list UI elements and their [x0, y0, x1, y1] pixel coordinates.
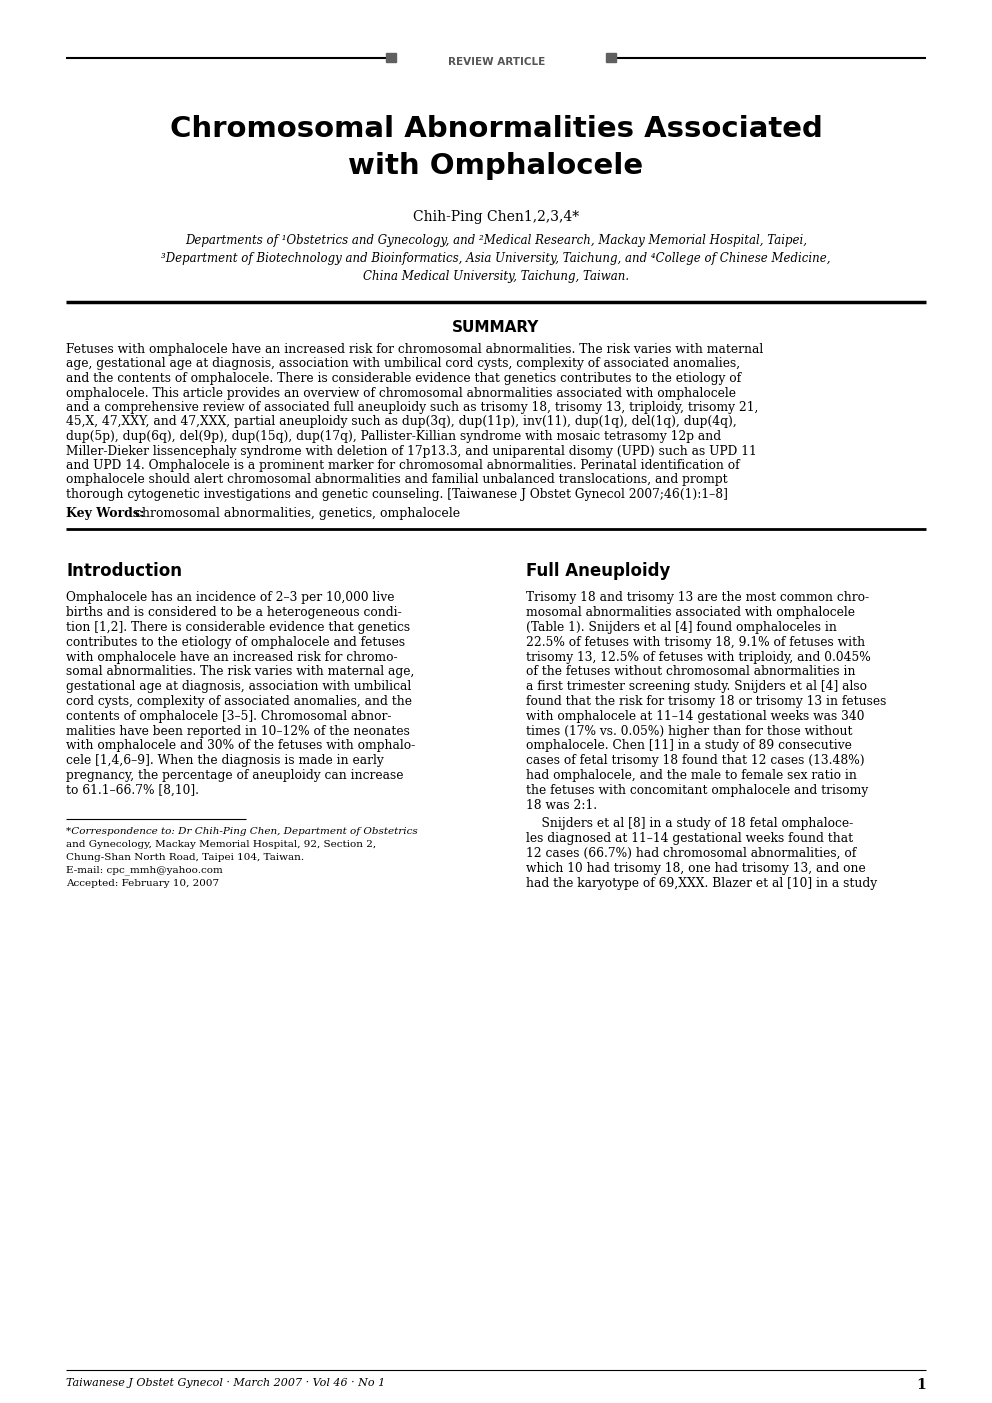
Text: 18 was 2:1.: 18 was 2:1. — [526, 798, 597, 812]
Text: Introduction: Introduction — [66, 561, 182, 579]
Text: malities have been reported in 10–12% of the neonates: malities have been reported in 10–12% of… — [66, 725, 410, 738]
Text: (Table 1). Snijders et al [4] found omphaloceles in: (Table 1). Snijders et al [4] found omph… — [526, 622, 837, 634]
Text: omphalocele. Chen [11] in a study of 89 consecutive: omphalocele. Chen [11] in a study of 89 … — [526, 739, 852, 752]
Text: with omphalocele have an increased risk for chromo-: with omphalocele have an increased risk … — [66, 651, 398, 664]
Text: 1: 1 — [917, 1378, 926, 1392]
Text: of the fetuses without chromosomal abnormalities in: of the fetuses without chromosomal abnor… — [526, 665, 855, 679]
Text: the fetuses with concomitant omphalocele and trisomy: the fetuses with concomitant omphalocele… — [526, 784, 868, 797]
Text: trisomy 13, 12.5% of fetuses with triploidy, and 0.045%: trisomy 13, 12.5% of fetuses with triplo… — [526, 651, 871, 664]
Text: Miller-Dieker lissencephaly syndrome with deletion of 17p13.3, and uniparental d: Miller-Dieker lissencephaly syndrome wit… — [66, 445, 757, 457]
Text: chromosomal abnormalities, genetics, omphalocele: chromosomal abnormalities, genetics, omp… — [131, 506, 460, 519]
Text: dup(5p), dup(6q), del(9p), dup(15q), dup(17q), Pallister-Killian syndrome with m: dup(5p), dup(6q), del(9p), dup(15q), dup… — [66, 429, 721, 443]
Text: les diagnosed at 11–14 gestational weeks found that: les diagnosed at 11–14 gestational weeks… — [526, 832, 853, 845]
Text: with Omphalocele: with Omphalocele — [348, 152, 644, 180]
Text: 22.5% of fetuses with trisomy 18, 9.1% of fetuses with: 22.5% of fetuses with trisomy 18, 9.1% o… — [526, 636, 865, 650]
Text: Trisomy 18 and trisomy 13 are the most common chro-: Trisomy 18 and trisomy 13 are the most c… — [526, 592, 869, 605]
Text: and the contents of omphalocele. There is considerable evidence that genetics co: and the contents of omphalocele. There i… — [66, 372, 741, 384]
Text: with omphalocele at 11–14 gestational weeks was 340: with omphalocele at 11–14 gestational we… — [526, 710, 864, 723]
Text: contributes to the etiology of omphalocele and fetuses: contributes to the etiology of omphaloce… — [66, 636, 405, 650]
Text: and a comprehensive review of associated full aneuploidy such as trisomy 18, tri: and a comprehensive review of associated… — [66, 401, 758, 414]
Text: births and is considered to be a heterogeneous condi-: births and is considered to be a heterog… — [66, 606, 402, 619]
Text: with omphalocele and 30% of the fetuses with omphalo-: with omphalocele and 30% of the fetuses … — [66, 739, 416, 752]
Text: pregnancy, the percentage of aneuploidy can increase: pregnancy, the percentage of aneuploidy … — [66, 769, 404, 781]
Text: REVIEW ARTICLE: REVIEW ARTICLE — [448, 58, 546, 67]
Text: which 10 had trisomy 18, one had trisomy 13, and one: which 10 had trisomy 18, one had trisomy… — [526, 861, 866, 875]
Text: omphalocele should alert chromosomal abnormalities and familial unbalanced trans: omphalocele should alert chromosomal abn… — [66, 473, 727, 487]
Text: omphalocele. This article provides an overview of chromosomal abnormalities asso: omphalocele. This article provides an ov… — [66, 386, 736, 400]
Text: had the karyotype of 69,XXX. Blazer et al [10] in a study: had the karyotype of 69,XXX. Blazer et a… — [526, 877, 877, 890]
Text: gestational age at diagnosis, association with umbilical: gestational age at diagnosis, associatio… — [66, 680, 412, 693]
Text: Chromosomal Abnormalities Associated: Chromosomal Abnormalities Associated — [170, 115, 822, 143]
Text: cases of fetal trisomy 18 found that 12 cases (13.48%): cases of fetal trisomy 18 found that 12 … — [526, 755, 865, 767]
Text: age, gestational age at diagnosis, association with umbilical cord cysts, comple: age, gestational age at diagnosis, assoc… — [66, 358, 740, 370]
Bar — [606, 53, 616, 62]
Text: somal abnormalities. The risk varies with maternal age,: somal abnormalities. The risk varies wit… — [66, 665, 415, 679]
Text: Full Aneuploidy: Full Aneuploidy — [526, 561, 671, 579]
Text: thorough cytogenetic investigations and genetic counseling. [Taiwanese J Obstet : thorough cytogenetic investigations and … — [66, 488, 728, 501]
Text: Omphalocele has an incidence of 2–3 per 10,000 live: Omphalocele has an incidence of 2–3 per … — [66, 592, 395, 605]
Text: China Medical University, Taichung, Taiwan.: China Medical University, Taichung, Taiw… — [363, 269, 629, 283]
Text: times (17% vs. 0.05%) higher than for those without: times (17% vs. 0.05%) higher than for th… — [526, 725, 852, 738]
Text: a first trimester screening study. Snijders et al [4] also: a first trimester screening study. Snijd… — [526, 680, 867, 693]
Text: found that the risk for trisomy 18 or trisomy 13 in fetuses: found that the risk for trisomy 18 or tr… — [526, 694, 887, 709]
Text: Snijders et al [8] in a study of 18 fetal omphaloce-: Snijders et al [8] in a study of 18 feta… — [526, 818, 853, 831]
Text: ³Department of Biotechnology and Bioinformatics, Asia University, Taichung, and : ³Department of Biotechnology and Bioinfo… — [162, 253, 830, 265]
Text: mosomal abnormalities associated with omphalocele: mosomal abnormalities associated with om… — [526, 606, 855, 619]
Text: and UPD 14. Omphalocele is a prominent marker for chromosomal abnormalities. Per: and UPD 14. Omphalocele is a prominent m… — [66, 459, 740, 471]
Text: Accepted: February 10, 2007: Accepted: February 10, 2007 — [66, 878, 219, 888]
Text: *Correspondence to: Dr Chih-Ping Chen, Department of Obstetrics: *Correspondence to: Dr Chih-Ping Chen, D… — [66, 826, 418, 836]
Text: Chung-Shan North Road, Taipei 104, Taiwan.: Chung-Shan North Road, Taipei 104, Taiwa… — [66, 853, 305, 861]
Bar — [386, 53, 396, 62]
Text: cele [1,4,6–9]. When the diagnosis is made in early: cele [1,4,6–9]. When the diagnosis is ma… — [66, 755, 384, 767]
Text: had omphalocele, and the male to female sex ratio in: had omphalocele, and the male to female … — [526, 769, 857, 781]
Text: Departments of ¹Obstetrics and Gynecology, and ²Medical Research, Mackay Memoria: Departments of ¹Obstetrics and Gynecolog… — [185, 234, 807, 247]
Text: contents of omphalocele [3–5]. Chromosomal abnor-: contents of omphalocele [3–5]. Chromosom… — [66, 710, 392, 723]
Text: Taiwanese J Obstet Gynecol · March 2007 · Vol 46 · No 1: Taiwanese J Obstet Gynecol · March 2007 … — [66, 1378, 385, 1388]
Text: 45,X, 47,XXY, and 47,XXX, partial aneuploidy such as dup(3q), dup(11p), inv(11),: 45,X, 47,XXY, and 47,XXX, partial aneupl… — [66, 415, 737, 428]
Text: to 61.1–66.7% [8,10].: to 61.1–66.7% [8,10]. — [66, 784, 199, 797]
Text: Chih-Ping Chen1,2,3,4*: Chih-Ping Chen1,2,3,4* — [413, 210, 579, 224]
Text: 12 cases (66.7%) had chromosomal abnormalities, of: 12 cases (66.7%) had chromosomal abnorma… — [526, 847, 856, 860]
Text: Key Words:: Key Words: — [66, 506, 145, 519]
Text: tion [1,2]. There is considerable evidence that genetics: tion [1,2]. There is considerable eviden… — [66, 622, 410, 634]
Text: and Gynecology, Mackay Memorial Hospital, 92, Section 2,: and Gynecology, Mackay Memorial Hospital… — [66, 840, 376, 849]
Text: cord cysts, complexity of associated anomalies, and the: cord cysts, complexity of associated ano… — [66, 694, 412, 709]
Text: SUMMARY: SUMMARY — [452, 320, 540, 335]
Text: Fetuses with omphalocele have an increased risk for chromosomal abnormalities. T: Fetuses with omphalocele have an increas… — [66, 342, 763, 356]
Text: E-mail: cpc_mmh@yahoo.com: E-mail: cpc_mmh@yahoo.com — [66, 866, 223, 875]
